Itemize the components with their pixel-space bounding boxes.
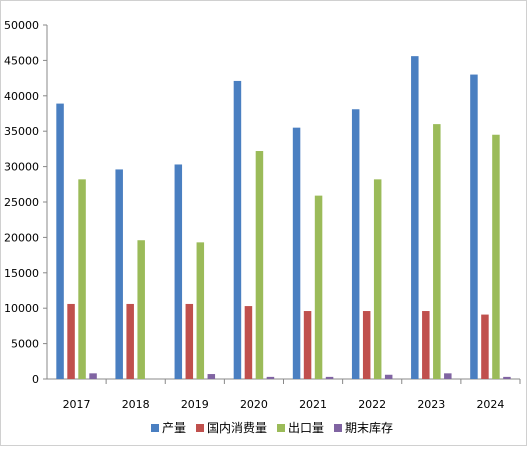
legend-item-domestic-consumption: 国内消费量 [196,419,267,436]
bar [115,169,123,379]
legend-item-ending-stock: 期末库存 [334,419,393,436]
legend-swatch-exports [277,423,286,432]
bar [384,374,393,379]
bar [362,311,371,379]
y-tick-label: 35000 [4,125,39,138]
x-tick-label: 2017 [63,398,91,411]
bar [266,376,275,379]
bar [373,179,382,379]
bar [470,74,478,379]
legend: 产量 国内消费量 出口量 期末库存 [151,419,393,436]
x-tick-label: 2022 [358,398,386,411]
legend-label-exports: 出口量 [288,421,325,435]
bar [67,303,75,379]
bar [233,80,242,379]
y-tick-label: 15000 [4,267,39,280]
bar [255,151,264,379]
x-tick-label: 2018 [122,398,150,411]
legend-swatch-production [151,423,159,432]
y-tick-label: 45000 [4,54,39,67]
x-tick-label: 2024 [476,398,504,411]
bar [185,303,194,379]
x-tick-label: 2023 [417,398,445,411]
bar [303,311,312,379]
x-tick-label: 2019 [181,398,209,411]
legend-swatch-domestic-consumption [196,423,205,432]
bar [292,127,301,379]
bar [314,195,323,379]
legend-swatch-ending-stock [334,423,343,432]
bar [325,376,334,379]
y-tick-label: 20000 [4,231,39,244]
legend-label-domestic-consumption: 国内消费量 [207,421,268,435]
y-tick-label: 50000 [4,19,39,32]
legend-label-production: 产量 [162,421,187,435]
y-tick-label: 5000 [11,338,39,351]
bar [492,134,500,379]
bar [433,124,441,380]
legend-item-production: 产量 [151,419,186,436]
y-tick-label: 25000 [4,196,39,209]
y-tick-label: 30000 [4,161,39,174]
bar [503,376,511,379]
y-tick-label: 0 [32,373,39,386]
bar [351,109,360,379]
bar [174,164,183,379]
bar [422,311,430,379]
bar [56,103,64,379]
bar [481,314,489,379]
legend-item-exports: 出口量 [277,419,324,436]
bar [137,240,145,379]
bar [444,373,452,379]
bar [244,306,253,379]
y-tick-label: 10000 [4,302,39,315]
legend-label-ending-stock: 期末库存 [345,421,394,435]
x-tick-label: 2021 [299,398,327,411]
bar [411,56,419,379]
bar [89,373,97,379]
x-tick-label: 2020 [240,398,268,411]
bar [126,303,134,379]
bar [196,242,205,379]
y-tick-label: 40000 [4,90,39,103]
bar [207,374,216,379]
bar [78,179,86,379]
